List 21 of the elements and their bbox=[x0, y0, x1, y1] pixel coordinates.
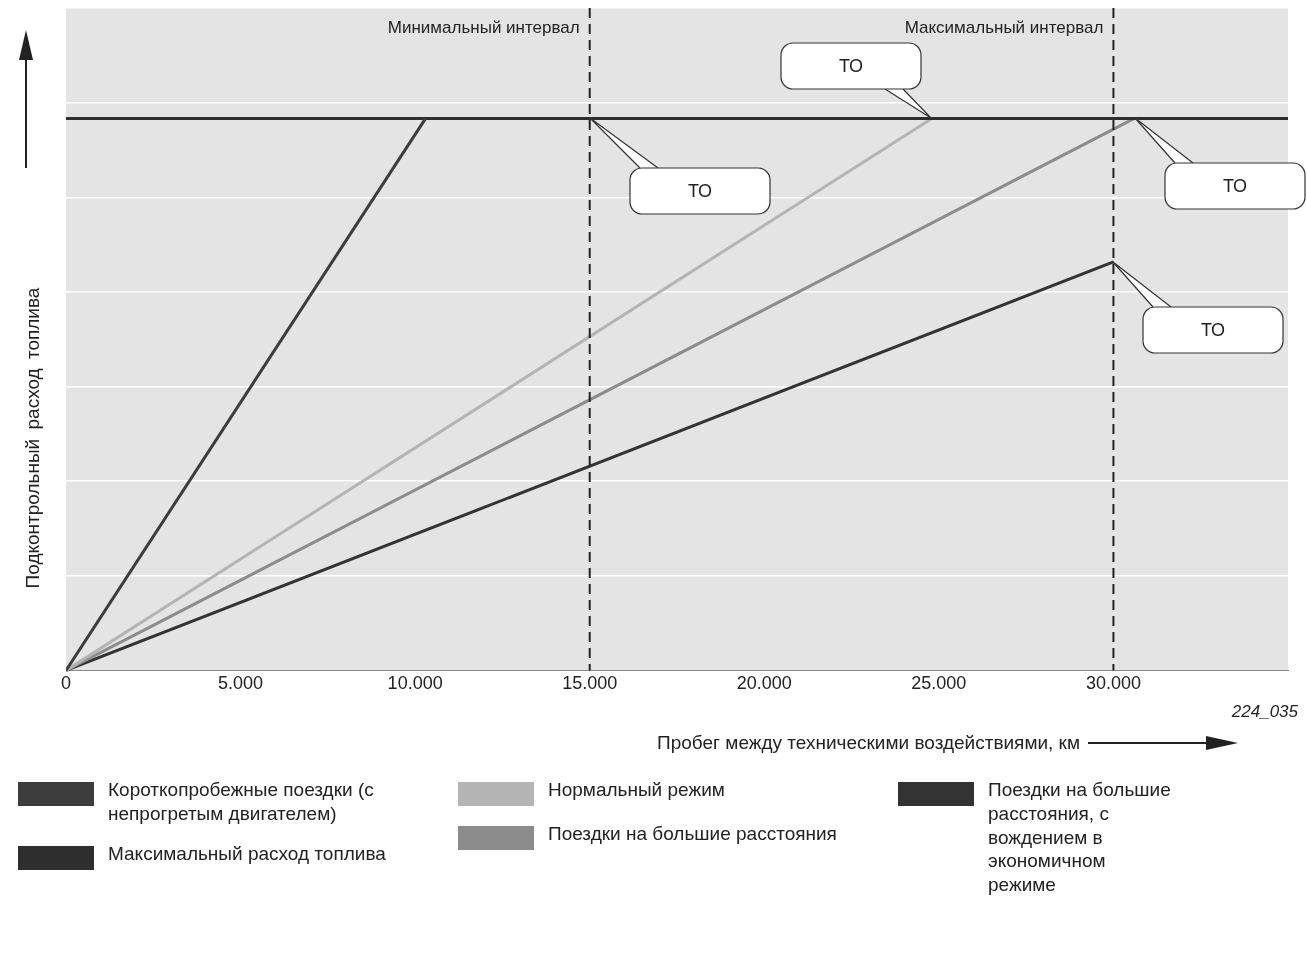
x-tick-label: 5.000 bbox=[218, 673, 264, 694]
x-tick-label: 25.000 bbox=[911, 673, 967, 694]
annotation: ТО bbox=[1200, 320, 1226, 340]
legend-label: Короткопробежные поездки (с непрогретым двигателем) bbox=[108, 778, 375, 826]
text: ТО bbox=[838, 56, 864, 76]
annotation: ТО bbox=[687, 181, 713, 201]
x-tick-label: 15.000 bbox=[562, 673, 618, 694]
text: 224_035 bbox=[1230, 702, 1298, 722]
y-axis-title: Подконтрольный расход топлива bbox=[22, 287, 44, 589]
x-axis-title: Пробег между техническими воздействиями, км bbox=[657, 732, 1080, 754]
x-tick-label: 20.000 bbox=[736, 673, 792, 694]
x-tick-label: 30.000 bbox=[1085, 673, 1141, 694]
x-tick-label: 10.000 bbox=[387, 673, 443, 694]
legend-label: Нормальный режим bbox=[548, 778, 725, 802]
legend-label: Поездки на большие расстояния bbox=[548, 822, 837, 846]
annotation: ТО bbox=[1222, 176, 1248, 196]
ref-line-label: Минимальный интервал bbox=[387, 17, 580, 37]
legend-label: Максимальный расход топлива bbox=[108, 841, 386, 866]
ref-line-label: Максимальный интервал bbox=[904, 17, 1104, 37]
x-tick-label: 0 bbox=[61, 673, 72, 694]
legend-label: Поездки на большие расстояния, с вождением в экономичном режиме bbox=[988, 778, 1172, 897]
